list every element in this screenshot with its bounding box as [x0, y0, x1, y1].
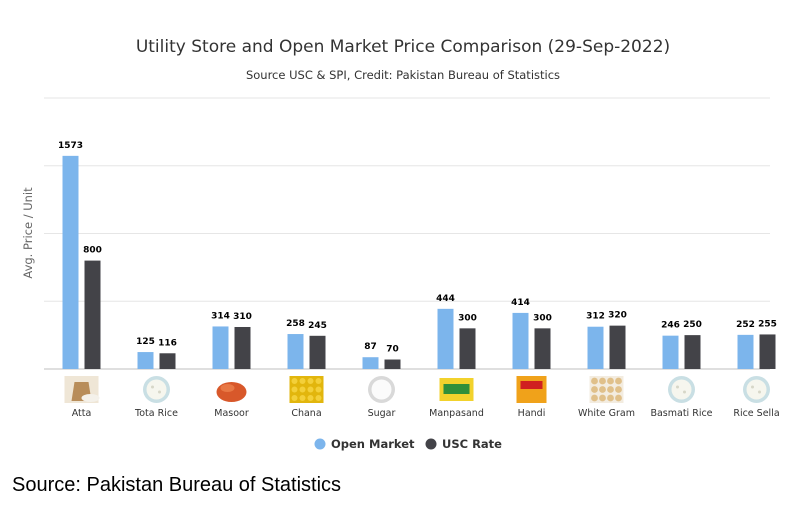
legend-label-open-market: Open Market	[331, 437, 415, 451]
chart-title: Utility Store and Open Market Price Comp…	[136, 37, 670, 57]
bar-usc-rate-white-gram[interactable]	[609, 325, 626, 369]
data-label-usc-rate-chana: 245	[308, 321, 327, 331]
data-label-open-market-chana: 258	[286, 319, 305, 329]
data-label-open-market-atta: 1573	[58, 141, 83, 151]
data-label-usc-rate-handi: 300	[533, 313, 552, 323]
price-comparison-chart: Utility Store and Open Market Price Comp…	[21, 37, 780, 451]
ghee-pack-icon	[439, 378, 474, 401]
bar-usc-rate-sugar[interactable]	[384, 359, 401, 369]
y-axis-label: Avg. Price / Unit	[21, 187, 35, 279]
legend-label-usc-rate: USC Rate	[442, 437, 502, 451]
x-tick-label-handi: Handi	[518, 408, 546, 419]
legend-marker-open-market	[314, 438, 326, 450]
x-tick-labels: Atta Tota Rice Masoor Chana Sugar Manpasand Ha…	[72, 408, 780, 419]
x-tick-label-chana: Chana	[291, 408, 321, 419]
chickpeas-icon	[289, 376, 324, 403]
bar-open-market-manpasand[interactable]	[437, 308, 454, 369]
data-label-open-market-tota-rice: 125	[136, 337, 155, 347]
legend-item-open-market[interactable]: Open Market	[314, 437, 416, 451]
bar-open-market-handi[interactable]	[512, 312, 529, 369]
bar-usc-rate-masoor[interactable]	[234, 326, 251, 369]
data-label-open-market-handi: 414	[511, 298, 530, 308]
bars	[62, 155, 776, 369]
ghee-tin-icon	[516, 376, 547, 403]
data-label-usc-rate-basmati-rice: 250	[683, 320, 702, 330]
bar-usc-rate-rice-sella[interactable]	[759, 334, 776, 369]
rice-icon	[668, 376, 695, 403]
bar-open-market-chana[interactable]	[287, 334, 304, 369]
x-tick-label-manpasand: Manpasand	[429, 408, 484, 419]
data-label-usc-rate-atta: 800	[83, 246, 102, 256]
gridlines	[44, 97, 770, 370]
data-label-open-market-basmati-rice: 246	[661, 321, 680, 331]
data-label-usc-rate-masoor: 310	[233, 312, 252, 322]
bar-usc-rate-chana[interactable]	[309, 335, 326, 369]
x-tick-label-tota-rice: Tota Rice	[134, 408, 178, 419]
chart-subtitle: Source USC & SPI, Credit: Pakistan Burea…	[246, 68, 560, 82]
x-tick-label-rice-sella: Rice Sella	[733, 408, 779, 419]
bar-open-market-atta[interactable]	[62, 155, 79, 369]
x-tick-label-atta: Atta	[72, 408, 92, 419]
flour-sack-icon	[64, 376, 100, 403]
bar-usc-rate-basmati-rice[interactable]	[684, 335, 701, 369]
bar-open-market-sugar[interactable]	[362, 357, 379, 369]
data-label-open-market-sugar: 87	[364, 342, 377, 352]
data-label-usc-rate-white-gram: 320	[608, 311, 627, 321]
bar-open-market-white-gram[interactable]	[587, 326, 604, 369]
source-footer: Source: Pakistan Bureau of Statistics	[12, 474, 342, 496]
data-labels: 1573 125 314 258 87 444 414 312 246 252 800 116 310 2…	[58, 141, 777, 355]
bar-usc-rate-manpasand[interactable]	[459, 328, 476, 369]
lentils-icon	[216, 382, 247, 402]
x-tick-label-white-gram: White Gram	[578, 408, 635, 419]
x-tick-label-sugar: Sugar	[368, 408, 396, 419]
data-label-open-market-rice-sella: 252	[736, 320, 755, 330]
data-label-usc-rate-tota-rice: 116	[158, 338, 177, 348]
bar-open-market-rice-sella[interactable]	[737, 334, 754, 369]
legend: Open Market USC Rate	[314, 437, 503, 451]
data-label-usc-rate-manpasand: 300	[458, 313, 477, 323]
rice-icon	[743, 376, 770, 403]
rice-icon	[143, 376, 170, 403]
bar-open-market-tota-rice[interactable]	[137, 352, 154, 369]
category-icons	[64, 376, 770, 403]
bar-open-market-basmati-rice[interactable]	[662, 335, 679, 369]
legend-marker-usc-rate	[425, 438, 437, 450]
data-label-open-market-masoor: 314	[211, 311, 230, 321]
legend-item-usc-rate[interactable]: USC Rate	[425, 437, 503, 451]
bar-open-market-masoor[interactable]	[212, 326, 229, 369]
bar-usc-rate-tota-rice[interactable]	[159, 353, 176, 369]
data-label-usc-rate-sugar: 70	[386, 345, 399, 355]
bar-usc-rate-atta[interactable]	[84, 260, 101, 369]
x-tick-label-basmati-rice: Basmati Rice	[650, 408, 712, 419]
sugar-icon	[368, 376, 395, 403]
bar-usc-rate-handi[interactable]	[534, 328, 551, 369]
data-label-open-market-manpasand: 444	[436, 294, 455, 304]
x-tick-label-masoor: Masoor	[214, 408, 249, 419]
data-label-open-market-white-gram: 312	[586, 312, 605, 322]
white-gram-icon	[589, 376, 624, 403]
data-label-usc-rate-rice-sella: 255	[758, 319, 777, 329]
